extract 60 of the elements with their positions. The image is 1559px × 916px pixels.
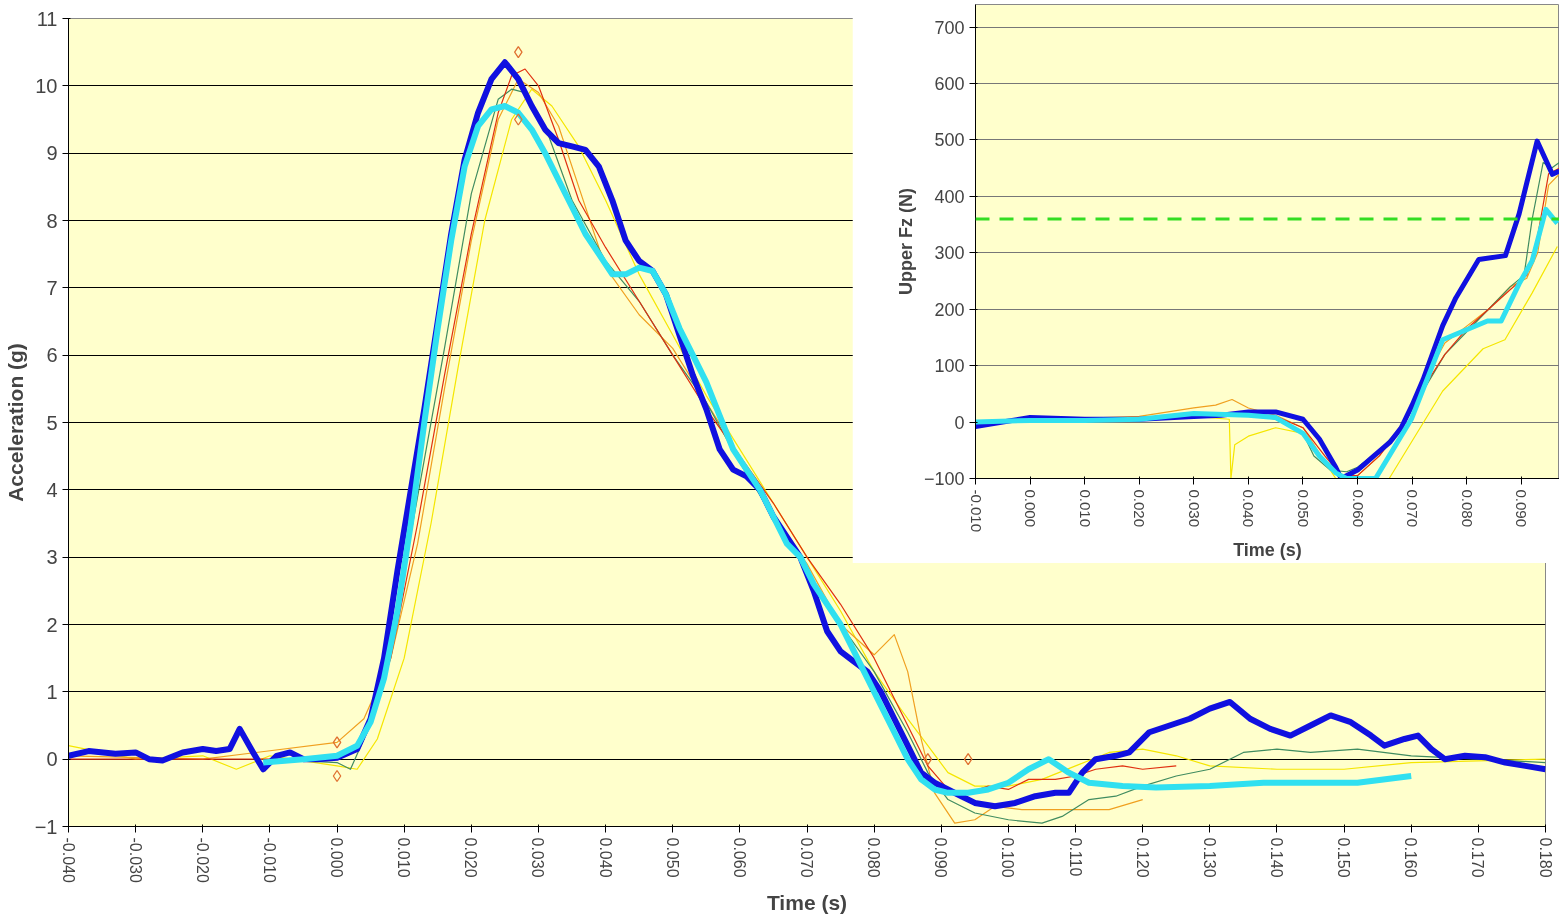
x-tick-label: 0.060 [730,837,748,878]
x-tick-label: 0.000 [1022,489,1040,528]
y-tick-label: 700 [934,17,965,38]
y-tick-label: 300 [934,243,965,264]
y-tick-label: 3 [46,546,58,569]
y-tick-label: 5 [46,411,58,434]
y-tick-label: 600 [934,74,965,94]
x-tick-label: 0.100 [999,837,1017,878]
y-tick-label: 11 [36,7,58,30]
y-axis-title: Upper Fz (N) [895,187,916,295]
y-tick-label: 10 [35,74,58,97]
x-tick-label: 0.140 [1267,837,1285,878]
x-tick-label: 0.030 [1185,489,1203,528]
x-tick-label: 0.010 [1076,489,1094,528]
y-tick-label: −1 [34,815,58,838]
x-tick-label: 0.120 [1133,837,1151,878]
x-tick-label: 0.020 [1131,489,1149,528]
x-tick-label: 0.110 [1066,837,1084,877]
y-tick-label: 8 [46,209,58,232]
x-tick-label: 0.070 [1404,489,1422,528]
x-tick-label: 0.020 [462,837,480,878]
x-tick-label: 0.180 [1536,837,1554,878]
x-tick-label: -0.010 [967,489,985,533]
x-tick-label: 0.070 [798,837,815,878]
x-tick-label: 0.050 [663,837,681,878]
x-axis-title: Time (s) [766,890,848,914]
x-tick-label: 0.150 [1335,837,1353,878]
y-tick-label: 400 [934,186,965,207]
y-tick-label: 9 [46,142,58,165]
y-tick-label: 500 [934,130,965,151]
y-tick-label: −100 [923,469,965,489]
x-tick-label: -0.020 [193,837,211,883]
x-tick-label: -0.030 [126,837,144,883]
y-axis-title: Acceleration (g) [3,343,27,502]
y-tick-label: 100 [934,356,965,377]
y-tick-label: 6 [46,344,58,367]
y-tick-label: 1 [46,680,58,703]
x-tick-label: 0.010 [395,837,413,878]
x-tick-label: 0.080 [1458,489,1476,528]
y-tick-label: 2 [46,613,58,636]
x-tick-label: 0.080 [865,837,883,878]
x-axis-title: Time (s) [1233,540,1302,561]
x-tick-label: 0.040 [1240,489,1258,528]
x-tick-label: 0.030 [529,837,547,878]
x-tick-label: 0.160 [1402,837,1420,878]
y-tick-label: 200 [934,299,965,320]
x-tick-label: 0.060 [1349,489,1367,528]
x-tick-label: 0.050 [1294,489,1312,528]
x-tick-label: -0.040 [59,837,77,883]
x-tick-label: 0.170 [1469,837,1487,878]
y-tick-label: 7 [46,276,58,299]
x-tick-label: 0.130 [1200,837,1218,878]
x-tick-label: 0.000 [328,837,346,878]
x-tick-label: 0.090 [932,837,950,878]
y-tick-label: 4 [46,478,58,501]
x-tick-label: -0.010 [260,837,278,883]
y-tick-label: 0 [954,412,965,433]
y-tick-label: 0 [46,748,58,771]
x-tick-label: 0.090 [1513,489,1531,528]
x-tick-label: 0.040 [596,837,614,878]
